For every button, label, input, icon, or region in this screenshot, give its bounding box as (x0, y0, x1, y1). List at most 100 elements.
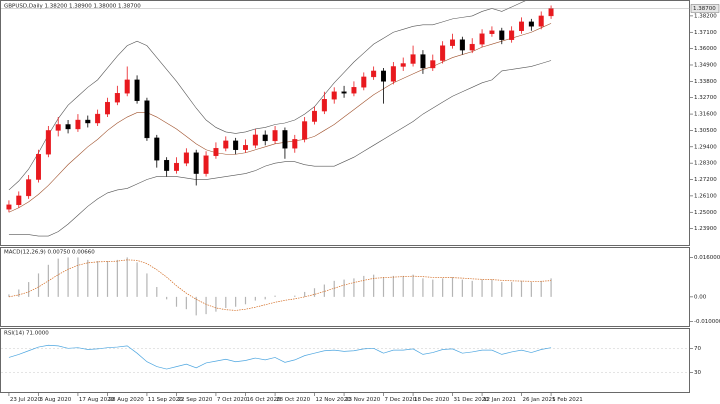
macd-bar (442, 278, 444, 297)
rsi-line (8, 344, 552, 370)
macd-bar (87, 259, 89, 297)
candle-body (302, 121, 308, 140)
candle-body (390, 66, 396, 82)
y-tick-label: 1.27200 (694, 177, 717, 183)
macd-bar (195, 296, 197, 316)
y-tick-label: 30 (694, 370, 701, 376)
candle-body (312, 110, 318, 122)
y-tick-label: 1.25000 (694, 210, 717, 216)
y-tick-label: 1.30500 (694, 128, 717, 134)
y-tick-label: 1.32700 (694, 95, 717, 101)
candle-body (164, 159, 170, 171)
macd-bar (451, 277, 454, 297)
y-tick-label: 1.37100 (694, 30, 717, 36)
macd-bar (382, 277, 385, 297)
candle-body (282, 130, 288, 149)
x-tick-label: 28 Oct 2020 (276, 397, 311, 403)
macd-bar (156, 287, 158, 297)
candle-body (499, 30, 505, 40)
y-tick-label: 1.31600 (694, 112, 717, 118)
candle-body (114, 93, 120, 103)
macd-bar (57, 258, 59, 297)
candle-body (65, 124, 71, 130)
rsi-title: RSI(14) 71.0000 (4, 331, 49, 337)
macd-bar (126, 257, 128, 297)
macd-bar (106, 261, 109, 297)
x-tick-label: 18 Dec 2020 (414, 397, 450, 403)
x-tick-label: 23 Jul 2020 (10, 397, 42, 403)
macd-bar (343, 279, 345, 297)
macd-bar (67, 257, 69, 297)
x-tick-label: 3 Aug 2020 (40, 397, 72, 403)
macd-bar (77, 257, 79, 297)
candle-body (134, 79, 140, 101)
macd-bar (481, 279, 483, 297)
macd-bar (313, 288, 316, 297)
macd-bar (264, 296, 266, 300)
macd-bar (205, 296, 207, 315)
candle-body (272, 130, 278, 142)
candle-body (36, 154, 42, 180)
macd-bar (28, 282, 30, 297)
candle-body (242, 145, 248, 150)
x-tick-label: 28 Aug 2020 (109, 397, 145, 403)
candle-body (528, 21, 534, 27)
candle-body (410, 54, 416, 64)
candle-body (331, 91, 337, 100)
candle-body (341, 91, 347, 94)
macd-bar (511, 282, 513, 297)
macd-bar (8, 294, 10, 297)
x-tick-label: 31 Dec 2020 (454, 397, 490, 403)
macd-bar (540, 280, 542, 297)
candle-body (292, 139, 298, 149)
main-title: GBPUSD,Daily 1.38200 1.38900 1.38000 1.3… (4, 4, 141, 10)
x-tick-label: 16 Oct 2020 (247, 397, 282, 403)
macd-bar (412, 274, 414, 297)
bollinger-band (8, 60, 552, 237)
candle-body (193, 152, 199, 174)
macd-bar (97, 261, 99, 297)
candle-body (469, 43, 475, 51)
macd-bar (422, 278, 424, 297)
candle-body (6, 204, 12, 210)
candle-body (154, 137, 160, 161)
plot-area (1, 344, 689, 373)
candle-body (420, 54, 426, 69)
candle-body (124, 79, 130, 94)
macd-bar (294, 295, 296, 297)
candle-body (173, 162, 179, 171)
candle-body (183, 152, 189, 164)
macd-bar (304, 291, 306, 297)
candle-body (95, 113, 101, 124)
candle-body (450, 39, 456, 46)
candle-body (381, 70, 387, 82)
macd-title: MACD(12,26,9) 0.00750 0.00660 (4, 250, 95, 256)
candle-body (104, 101, 110, 115)
rsi-pane (0, 328, 690, 393)
y-tick-label: 1.33800 (694, 79, 717, 85)
macd-bar (501, 282, 503, 297)
candle-body (440, 45, 446, 61)
macd-bar (353, 278, 355, 297)
macd-bar (146, 273, 148, 297)
y-tick-label: 1.28300 (694, 161, 717, 167)
x-tick-label: 7 Dec 2020 (385, 397, 417, 403)
macd-bar (166, 296, 168, 300)
candle-body (203, 155, 209, 174)
macd-bar (323, 284, 325, 297)
candle-body (75, 119, 81, 130)
macd-bar (254, 296, 256, 301)
macd-bar (333, 280, 335, 297)
macd-signal (8, 259, 552, 311)
candle-body (85, 119, 91, 124)
candle-body (430, 60, 436, 69)
x-tick-label: 12 Nov 2020 (316, 397, 352, 403)
x-tick-label: 11 Sep 2020 (148, 397, 183, 403)
macd-bar (235, 296, 237, 307)
candle-body (371, 70, 377, 78)
macd-bar (116, 259, 118, 297)
macd-bar (18, 289, 20, 297)
candle-body (262, 134, 268, 142)
y-tick-label: 1.29400 (694, 144, 717, 150)
